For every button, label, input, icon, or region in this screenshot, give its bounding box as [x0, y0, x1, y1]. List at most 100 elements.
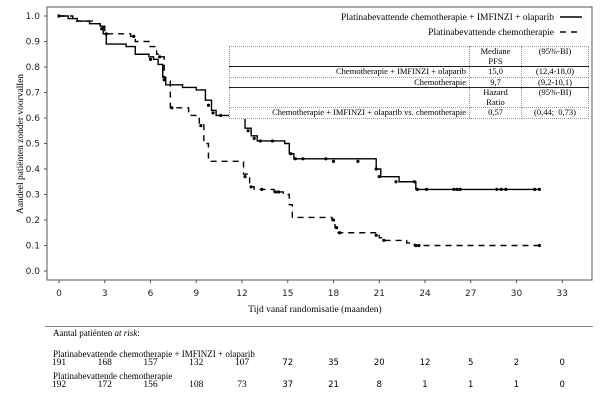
- y-tick-label: 0.9: [26, 38, 41, 48]
- at-risk-count: 1: [422, 380, 428, 390]
- censor-mark: [374, 167, 378, 171]
- censor-mark: [414, 243, 418, 248]
- stats-row-label: Chemotherapie + IMFINZI + olaparib: [229, 66, 470, 78]
- y-tick-label: 0.0: [26, 267, 41, 277]
- at-risk-count: 108: [189, 380, 204, 390]
- at-risk-count: 0: [559, 380, 565, 390]
- censor-mark: [104, 32, 108, 36]
- censor-mark: [331, 159, 336, 163]
- y-tick-label: 0.5: [26, 140, 40, 150]
- at-risk-group-label: Platinabevattende chemotherapie: [53, 371, 173, 381]
- at-risk-count: 21: [328, 380, 339, 390]
- censor-mark: [132, 34, 136, 39]
- censor-mark: [338, 231, 342, 235]
- y-tick-label: 0.2: [26, 216, 40, 226]
- censor-mark: [170, 106, 174, 110]
- y-tick-label: 0.8: [26, 63, 41, 73]
- at-risk-count: 191: [51, 358, 67, 368]
- stats-row-ci: (9,2-10,1): [521, 76, 589, 88]
- stats-header-hr: Hazard Ratio: [469, 87, 522, 108]
- at-risk-group-label: Platinabevattende chemotherapie + IMFINZ…: [53, 349, 255, 359]
- x-tick-label: 18: [328, 289, 340, 299]
- x-axis-label: Tijd vanaf randomisatie (maanden): [248, 304, 381, 315]
- censor-mark: [211, 111, 215, 115]
- x-tick-label: 3: [102, 289, 108, 299]
- legend-label-dashed: Platinabevattende chemotherapie: [428, 28, 554, 38]
- at-risk-title-text: Aantal patiënten: [53, 328, 113, 338]
- stats-row: Chemotherapie 9,7 (9,2-10,1): [229, 76, 589, 88]
- censor-mark: [252, 136, 256, 140]
- censor-mark: [273, 190, 278, 194]
- censor-mark: [246, 129, 250, 133]
- censor-mark: [293, 157, 297, 161]
- stats-row-ci: (12,4-18,0): [521, 66, 589, 78]
- censor-mark: [331, 218, 336, 222]
- at-risk-count: 192: [51, 380, 67, 390]
- at-risk-count: 132: [189, 358, 204, 368]
- censor-mark: [158, 55, 162, 59]
- stats-row-value: 0,57: [469, 107, 522, 119]
- at-risk-count: 12: [419, 358, 431, 368]
- x-tick-label: 24: [419, 289, 431, 299]
- at-risk-count: 2: [513, 358, 520, 368]
- censor-mark: [382, 238, 386, 242]
- legend: Platinabevattende chemotherapie + IMFINZ…: [341, 13, 582, 38]
- censor-mark: [377, 175, 381, 179]
- censor-mark: [148, 57, 153, 61]
- y-axis: 0.0 0.1 0.2 0.3 0.4 0.5 0.6 0.7 0.8 0.9 1.0: [26, 12, 47, 277]
- censor-mark: [458, 187, 462, 191]
- censor-mark: [499, 187, 503, 191]
- at-risk-title-suffix: :: [137, 328, 140, 338]
- at-risk-count: 5: [468, 358, 474, 368]
- censor-mark: [258, 139, 262, 143]
- censor-mark: [452, 187, 456, 191]
- at-risk-count: 107: [234, 358, 250, 368]
- stats-header-median: Mediane PFS: [469, 46, 522, 67]
- at-risk-count: 1: [513, 380, 520, 390]
- censor-mark: [415, 187, 419, 191]
- at-risk-count: 35: [328, 358, 339, 368]
- at-risk-count: 37: [282, 380, 294, 390]
- at-risk-count: 156: [143, 380, 158, 390]
- censor-mark: [374, 233, 378, 237]
- censor-mark: [417, 243, 421, 248]
- at-risk-count: 0: [559, 358, 565, 368]
- at-risk-count: 157: [143, 358, 158, 368]
- censor-mark: [324, 157, 328, 161]
- series-line-chemotherapy: [59, 15, 541, 247]
- censor-mark: [243, 175, 247, 179]
- censor-mark: [504, 187, 508, 191]
- y-tick-label: 0.6: [26, 114, 41, 124]
- stats-header-blank: [229, 46, 470, 67]
- censor-mark: [424, 187, 429, 191]
- censor-mark: [206, 103, 211, 107]
- stats-row: Chemotherapie + IMFINZI + olaparib 15,0 …: [229, 66, 589, 78]
- censor-mark: [270, 139, 275, 143]
- censor-mark: [537, 187, 541, 191]
- stats-row: Chemotherapie + IMFINZI + olaparib vs. c…: [229, 107, 589, 119]
- km-chart: 0.0 0.1 0.2 0.3 0.4 0.5 0.6 0.7 0.8 0.9 1.0 0 3 6 9 12…: [16, 6, 593, 315]
- header-text: Mediane: [480, 46, 511, 56]
- censor-mark: [533, 187, 537, 191]
- censor-mark: [412, 180, 416, 184]
- y-tick-label: 0.7: [26, 89, 40, 99]
- x-tick-label: 21: [374, 289, 385, 299]
- censor-mark: [334, 226, 339, 230]
- censor-mark: [301, 157, 305, 161]
- at-risk-count: 20: [373, 358, 385, 368]
- at-risk-table: Aantal patiënten at risk: Platinabevatte…: [45, 326, 593, 390]
- at-risk-count: 72: [282, 358, 294, 368]
- at-risk-count: 168: [97, 358, 112, 368]
- stats-row-value: 9,7: [469, 76, 522, 88]
- at-risk-title-italic: at risk: [114, 328, 138, 338]
- x-tick-label: 33: [557, 289, 568, 299]
- censor-mark: [289, 152, 293, 156]
- stats-row-value: 15,0: [469, 66, 522, 78]
- at-risk-count: 1: [468, 380, 474, 390]
- censor-mark: [219, 113, 223, 118]
- x-tick-label: 15: [282, 289, 293, 299]
- at-risk-title: Aantal patiënten at risk:: [53, 328, 140, 338]
- y-tick-label: 0.1: [26, 242, 40, 252]
- censor-mark: [495, 187, 499, 191]
- x-tick-label: 30: [511, 289, 523, 299]
